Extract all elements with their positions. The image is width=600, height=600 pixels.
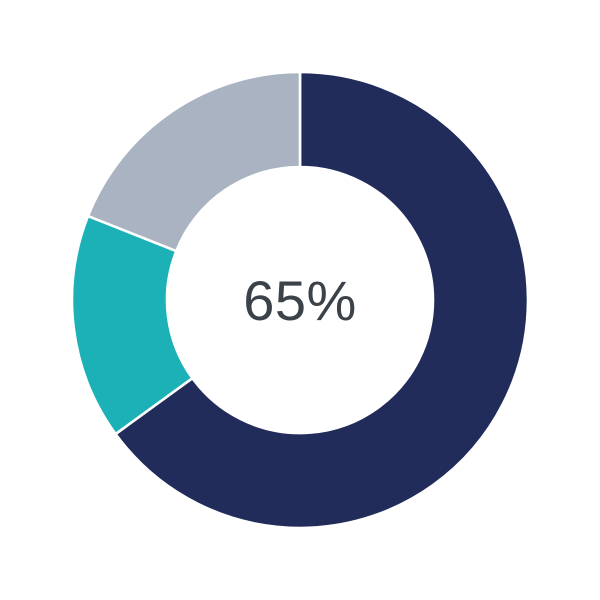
navy-slice — [113, 70, 530, 530]
gray-slice — [86, 70, 302, 253]
teal-slice — [70, 214, 195, 436]
